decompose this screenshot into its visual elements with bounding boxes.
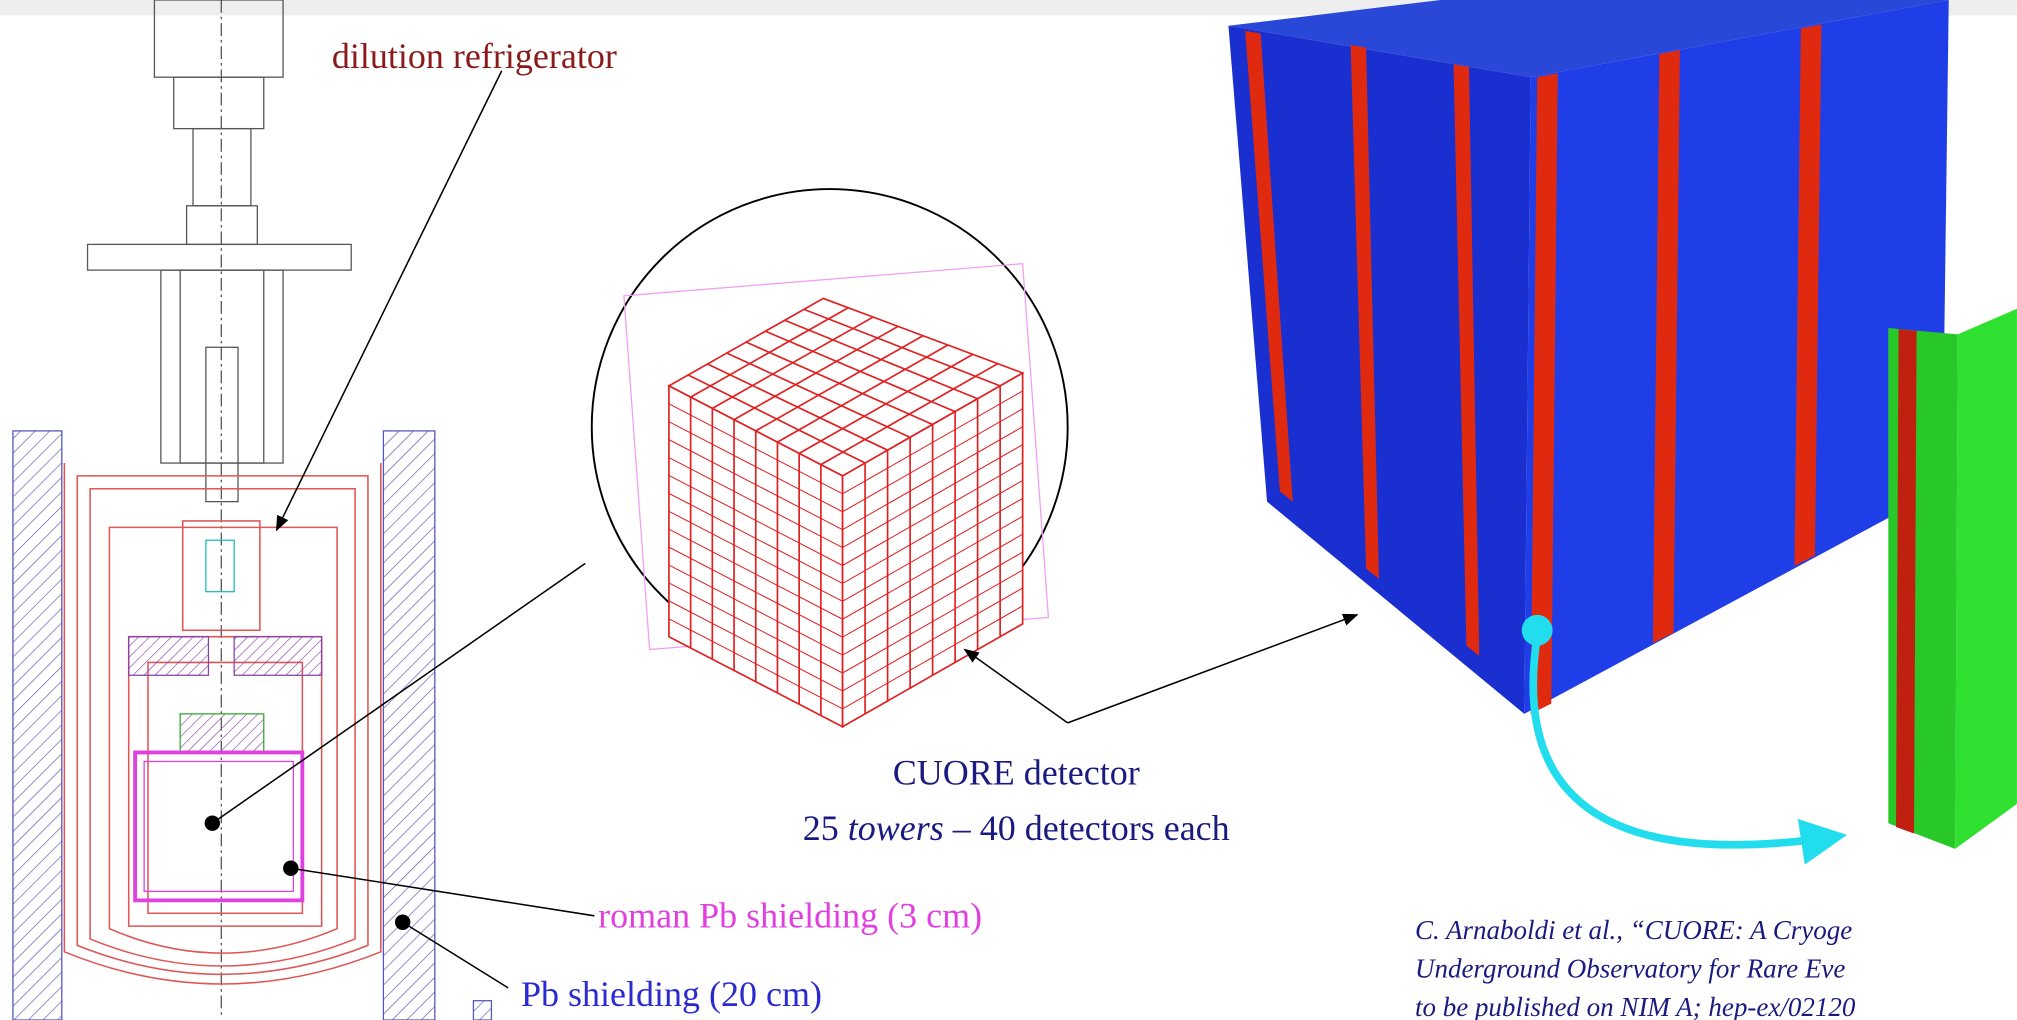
shape (668, 390, 1023, 495)
shape (803, 308, 1001, 387)
shape (668, 569, 1023, 674)
shape (820, 362, 999, 466)
shape (668, 551, 1023, 656)
label-dilution: dilution refrigerator (332, 36, 617, 76)
dot (283, 860, 299, 876)
shape (1350, 45, 1379, 579)
inset-frame (623, 262, 1050, 651)
shape (798, 353, 974, 455)
shape (1652, 50, 1680, 644)
label-cuore: CUORE detector (893, 753, 1140, 793)
text: 25 (803, 808, 839, 848)
shape (1794, 24, 1822, 566)
shape (668, 605, 1023, 710)
shape (668, 497, 1023, 602)
citation-line: to be published on NIM A; hep-ex/02120 (1415, 992, 1856, 1020)
text: – 40 detectors each (952, 808, 1230, 848)
blue-detector (1228, 0, 1949, 714)
citation-line: C. Arnaboldi et al., “CUORE: A Cryoge (1415, 915, 1852, 945)
shape (1453, 64, 1480, 656)
dot (204, 815, 221, 831)
label-roman: roman Pb shielding (3 cm) (598, 895, 982, 935)
shape (668, 408, 1023, 513)
leaders (211, 70, 1359, 989)
shape (1245, 30, 1293, 502)
shape (668, 587, 1023, 692)
shape (668, 515, 1023, 620)
cyan-dot (1521, 614, 1553, 646)
single-tower (1888, 308, 2017, 849)
label-towers: 25 towers – 40 detectors each (803, 808, 1230, 848)
shape (755, 334, 924, 432)
citation-line: Underground Observatory for Rare Eve (1415, 954, 1845, 984)
cryostat (12, 0, 493, 1020)
shape (668, 444, 1023, 549)
cyan-arrow (1529, 636, 1848, 865)
dot (394, 914, 411, 930)
crystal-array (667, 297, 1025, 729)
label-pb: Pb shielding (20 cm) (521, 974, 822, 1014)
shape (784, 319, 978, 400)
shape (777, 344, 949, 443)
shape (668, 426, 1023, 531)
shape (668, 533, 1023, 638)
shape (668, 480, 1023, 584)
shape (668, 462, 1023, 567)
shape (1530, 73, 1558, 714)
text: towers (848, 808, 944, 848)
shape (765, 330, 956, 413)
citation: C. Arnaboldi et al., “CUORE: A Cryoge Un… (1415, 915, 1856, 1020)
